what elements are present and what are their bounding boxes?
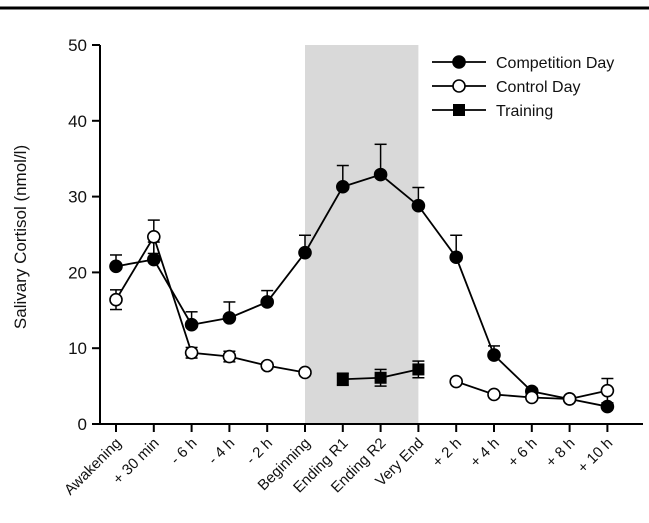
y-tick-label: 20 [68,263,87,282]
legend-item-control-day: Control Day [432,79,580,96]
data-point-control-day [449,374,464,389]
series-training [336,360,425,387]
legend-marker-control-day [452,79,466,93]
y-tick-label: 30 [68,188,87,207]
data-point-competition-day [335,179,350,194]
data-point-competition-day [411,198,426,213]
data-point-control-day [298,365,312,380]
shaded-region [305,45,419,424]
y-tick-label: 0 [78,415,87,434]
series-control-day [109,219,615,406]
data-point-competition-day [487,348,501,362]
legend-marker-training [453,104,465,116]
y-axis-label: Salivary Cortisol (nmol/l) [11,145,30,329]
legend-marker-competition-day [452,55,466,69]
data-point-competition-day [222,311,237,325]
data-point-control-day [524,390,539,405]
y-tick-label: 40 [68,112,87,131]
legend-label-training: Training [496,103,553,120]
legend-item-training: Training [432,103,553,120]
data-point-competition-day [147,252,161,267]
data-point-training [336,373,349,386]
data-point-control-day [487,387,501,402]
x-tick-label-8-h: + 8 h [543,435,579,471]
data-point-training [374,371,387,384]
x-tick-label-6-h: - 6 h [167,435,200,468]
x-tick-label-awakening: Awakening [61,435,125,499]
data-point-control-day [600,383,615,398]
data-point-competition-day [373,167,388,182]
data-point-control-day [109,292,123,307]
data-point-competition-day [260,295,275,309]
legend-item-competition-day: Competition Day [432,55,614,72]
legend-label-competition-day: Competition Day [496,55,614,72]
data-point-competition-day [109,259,123,274]
x-tick-label-2-h: - 2 h [243,435,276,468]
data-point-control-day [260,358,275,373]
y-tick-label: 50 [68,36,87,55]
x-tick-label-2-h: + 2 h [429,435,465,471]
data-point-control-day [147,229,161,244]
series-line-control-day [115,234,306,374]
x-tick-label-4-h: - 4 h [205,435,238,468]
data-point-control-day [562,392,577,406]
y-tick-label: 10 [68,339,87,358]
data-point-competition-day [184,317,199,332]
data-point-control-day [184,345,199,360]
data-point-training [412,363,425,376]
data-point-control-day [222,349,237,364]
x-tick-label-10-h: + 10 h [574,435,616,477]
data-point-competition-day [298,245,312,260]
data-point-competition-day [449,250,464,265]
x-tick-label-4-h: + 4 h [467,435,503,471]
legend-label-control-day: Control Day [496,79,580,96]
x-tick-label-6-h: + 6 h [505,435,541,471]
